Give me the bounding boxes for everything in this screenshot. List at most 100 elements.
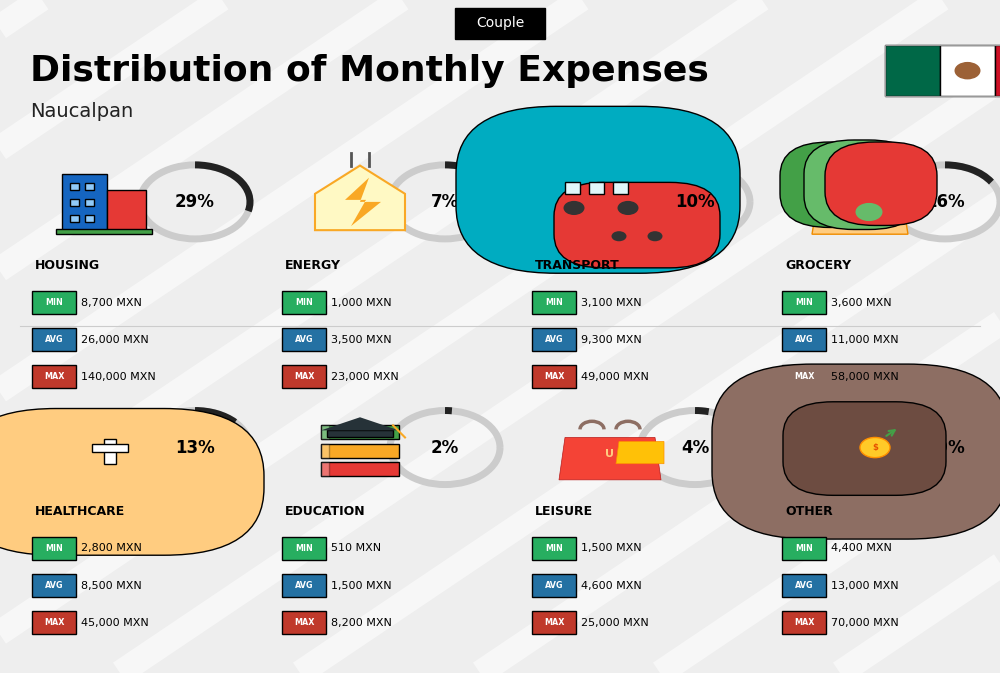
Text: MAX: MAX <box>44 372 64 382</box>
Text: MAX: MAX <box>294 372 314 382</box>
Text: 13,000 MXN: 13,000 MXN <box>831 581 899 590</box>
FancyBboxPatch shape <box>321 462 328 476</box>
FancyBboxPatch shape <box>32 365 76 388</box>
FancyBboxPatch shape <box>804 140 919 229</box>
FancyBboxPatch shape <box>995 46 1000 96</box>
FancyBboxPatch shape <box>282 365 326 388</box>
Text: 45,000 MXN: 45,000 MXN <box>81 618 149 627</box>
Text: TRANSPORT: TRANSPORT <box>535 259 620 273</box>
Polygon shape <box>321 417 399 431</box>
FancyBboxPatch shape <box>782 365 826 388</box>
Text: U: U <box>606 449 614 458</box>
Text: MIN: MIN <box>295 544 313 553</box>
Circle shape <box>564 201 584 215</box>
Text: MAX: MAX <box>44 618 64 627</box>
Text: MIN: MIN <box>45 298 63 308</box>
FancyBboxPatch shape <box>782 611 826 634</box>
FancyBboxPatch shape <box>92 444 128 452</box>
Text: MIN: MIN <box>795 298 813 308</box>
FancyBboxPatch shape <box>70 215 78 222</box>
Text: MAX: MAX <box>544 618 564 627</box>
FancyBboxPatch shape <box>282 328 326 351</box>
Circle shape <box>856 203 883 221</box>
Polygon shape <box>65 439 155 478</box>
Text: 1,500 MXN: 1,500 MXN <box>331 581 392 590</box>
Text: 11,000 MXN: 11,000 MXN <box>831 335 899 345</box>
FancyBboxPatch shape <box>32 291 76 314</box>
Text: AVG: AVG <box>45 335 63 345</box>
Polygon shape <box>559 437 661 480</box>
Circle shape <box>101 421 155 458</box>
Text: Couple: Couple <box>476 16 524 30</box>
Text: 4,600 MXN: 4,600 MXN <box>581 581 642 590</box>
Text: 29%: 29% <box>175 193 215 211</box>
Text: 25,000 MXN: 25,000 MXN <box>581 618 649 627</box>
FancyBboxPatch shape <box>321 425 328 439</box>
FancyBboxPatch shape <box>84 183 94 190</box>
Text: 3,100 MXN: 3,100 MXN <box>581 298 642 308</box>
FancyBboxPatch shape <box>825 142 937 225</box>
FancyBboxPatch shape <box>321 462 399 476</box>
FancyBboxPatch shape <box>456 106 740 273</box>
Text: 7%: 7% <box>431 193 459 211</box>
Circle shape <box>954 62 980 79</box>
FancyBboxPatch shape <box>532 365 576 388</box>
FancyBboxPatch shape <box>32 611 76 634</box>
Text: Distribution of Monthly Expenses: Distribution of Monthly Expenses <box>30 54 709 87</box>
FancyBboxPatch shape <box>532 611 576 634</box>
FancyBboxPatch shape <box>107 190 146 230</box>
FancyBboxPatch shape <box>32 328 76 351</box>
Text: AVG: AVG <box>545 335 563 345</box>
FancyBboxPatch shape <box>70 199 78 206</box>
Text: 9,300 MXN: 9,300 MXN <box>581 335 642 345</box>
Text: 4,400 MXN: 4,400 MXN <box>831 544 892 553</box>
FancyBboxPatch shape <box>321 425 399 439</box>
Polygon shape <box>812 198 908 234</box>
FancyBboxPatch shape <box>0 409 264 555</box>
Text: 3,600 MXN: 3,600 MXN <box>831 298 892 308</box>
FancyBboxPatch shape <box>282 291 326 314</box>
FancyBboxPatch shape <box>455 9 545 38</box>
Text: MIN: MIN <box>45 544 63 553</box>
FancyBboxPatch shape <box>532 574 576 597</box>
FancyBboxPatch shape <box>70 183 78 190</box>
Text: LEISURE: LEISURE <box>535 505 593 518</box>
Text: 13%: 13% <box>175 439 215 456</box>
Text: AVG: AVG <box>545 581 563 590</box>
FancyBboxPatch shape <box>780 142 892 227</box>
FancyBboxPatch shape <box>532 537 576 560</box>
Text: MIN: MIN <box>795 544 813 553</box>
Text: 70,000 MXN: 70,000 MXN <box>831 618 899 627</box>
FancyBboxPatch shape <box>282 537 326 560</box>
Text: 26,000 MXN: 26,000 MXN <box>81 335 149 345</box>
Text: AVG: AVG <box>795 335 813 345</box>
Text: MIN: MIN <box>545 298 563 308</box>
Circle shape <box>65 421 119 458</box>
Text: 16%: 16% <box>925 193 965 211</box>
Text: 8,200 MXN: 8,200 MXN <box>331 618 392 627</box>
FancyBboxPatch shape <box>282 574 326 597</box>
Polygon shape <box>315 166 405 230</box>
FancyBboxPatch shape <box>104 439 116 464</box>
Text: OTHER: OTHER <box>785 505 833 518</box>
Text: ENERGY: ENERGY <box>285 259 341 273</box>
Text: 8,500 MXN: 8,500 MXN <box>81 581 142 590</box>
FancyBboxPatch shape <box>565 182 580 194</box>
Text: AVG: AVG <box>295 581 313 590</box>
FancyBboxPatch shape <box>282 611 326 634</box>
Text: 49,000 MXN: 49,000 MXN <box>581 372 649 382</box>
Text: 140,000 MXN: 140,000 MXN <box>81 372 156 382</box>
FancyBboxPatch shape <box>782 574 826 597</box>
Text: MAX: MAX <box>544 372 564 382</box>
Circle shape <box>860 437 890 458</box>
FancyBboxPatch shape <box>321 444 328 458</box>
Text: HEALTHCARE: HEALTHCARE <box>35 505 125 518</box>
Polygon shape <box>345 178 381 226</box>
Text: EDUCATION: EDUCATION <box>285 505 366 518</box>
Text: 4%: 4% <box>681 439 709 456</box>
FancyBboxPatch shape <box>532 328 576 351</box>
Text: 23,000 MXN: 23,000 MXN <box>331 372 399 382</box>
FancyBboxPatch shape <box>589 182 604 194</box>
FancyBboxPatch shape <box>84 199 94 206</box>
FancyBboxPatch shape <box>56 229 152 234</box>
